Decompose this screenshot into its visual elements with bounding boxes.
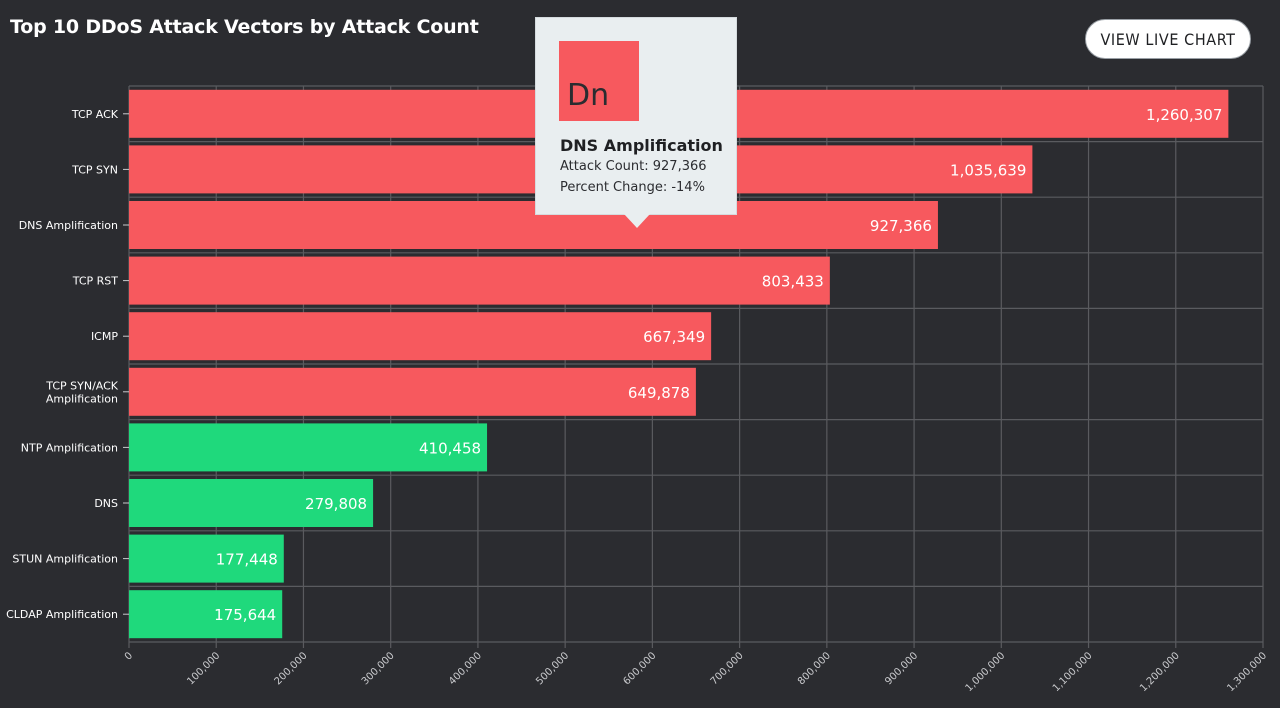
bar: [129, 256, 830, 305]
category-label: ICMP: [91, 330, 118, 343]
bar-value-label: 1,035,639: [950, 161, 1026, 179]
bar-value-label: 667,349: [643, 328, 705, 346]
bar: [129, 201, 938, 249]
x-tick-label: 1,100,000: [1051, 650, 1095, 694]
bar-value-label: 279,808: [305, 495, 367, 513]
bar: [129, 590, 283, 639]
tooltip-title: DNS Amplification: [560, 136, 723, 155]
x-tick-label: 100,000: [185, 650, 222, 687]
x-tick-label: 600,000: [621, 650, 658, 687]
x-tick-label: 300,000: [360, 650, 397, 687]
bar-value-label: 1,260,307: [1146, 106, 1222, 124]
x-tick-label: 500,000: [534, 650, 571, 687]
x-tick-label: 0: [123, 650, 135, 662]
y-axis-labels: TCP ACK TCP SYN DNS Amplification TCP RST IC…: [6, 108, 129, 621]
bar: [129, 479, 374, 527]
category-label: DNS: [94, 497, 118, 510]
x-tick-label: 700,000: [709, 650, 746, 687]
bar: [129, 534, 284, 583]
category-label: STUN Amplification: [12, 553, 118, 566]
category-label: DNS Amplification: [19, 219, 118, 232]
category-label: CLDAP Amplification: [6, 608, 118, 621]
chart-title: Top 10 DDoS Attack Vectors by Attack Cou…: [10, 16, 479, 38]
tooltip-percent-change: Percent Change: -14%: [560, 180, 705, 195]
category-label: NTP Amplification: [21, 441, 118, 454]
category-label: TCP RST: [72, 275, 119, 288]
category-label: TCP SYN/ACK Amplification: [45, 379, 119, 405]
bar-value-label: 175,644: [214, 606, 276, 624]
x-tick-label: 1,200,000: [1138, 650, 1182, 694]
category-label: TCP SYN: [71, 163, 118, 176]
x-tick-label: 400,000: [447, 650, 484, 687]
tooltip-attack-count: Attack Count: 927,366: [560, 159, 707, 174]
view-live-chart-button[interactable]: VIEW LIVE CHART: [1085, 19, 1251, 59]
bar-value-label: 927,366: [870, 217, 932, 235]
bar-value-label: 649,878: [628, 384, 690, 402]
x-tick-label: 900,000: [883, 650, 920, 687]
bar: [129, 367, 696, 416]
chart-bars: 1,260,307 1,035,639 927,366 803,433 667,349 6…: [129, 89, 1229, 639]
bar-value-label: 803,433: [762, 273, 824, 291]
x-tick-label: 1,000,000: [964, 650, 1008, 694]
hover-tooltip: Dn DNS Amplification Attack Count: 927,3…: [535, 17, 737, 228]
x-tick-label: 800,000: [796, 650, 833, 687]
bar: [129, 312, 712, 361]
category-label: TCP ACK: [71, 108, 119, 121]
bar-value-label: 410,458: [419, 439, 481, 457]
bar: [129, 423, 488, 472]
chart-grid: [128, 85, 1264, 648]
x-tick-label: 200,000: [273, 650, 310, 687]
bar-value-label: 177,448: [216, 551, 278, 569]
vector-icon: Dn: [559, 41, 639, 121]
x-axis-labels: 0 100,000 200,000 300,000 400,000 500,000 600,…: [123, 650, 1269, 694]
x-tick-label: 1,300,000: [1225, 650, 1269, 694]
